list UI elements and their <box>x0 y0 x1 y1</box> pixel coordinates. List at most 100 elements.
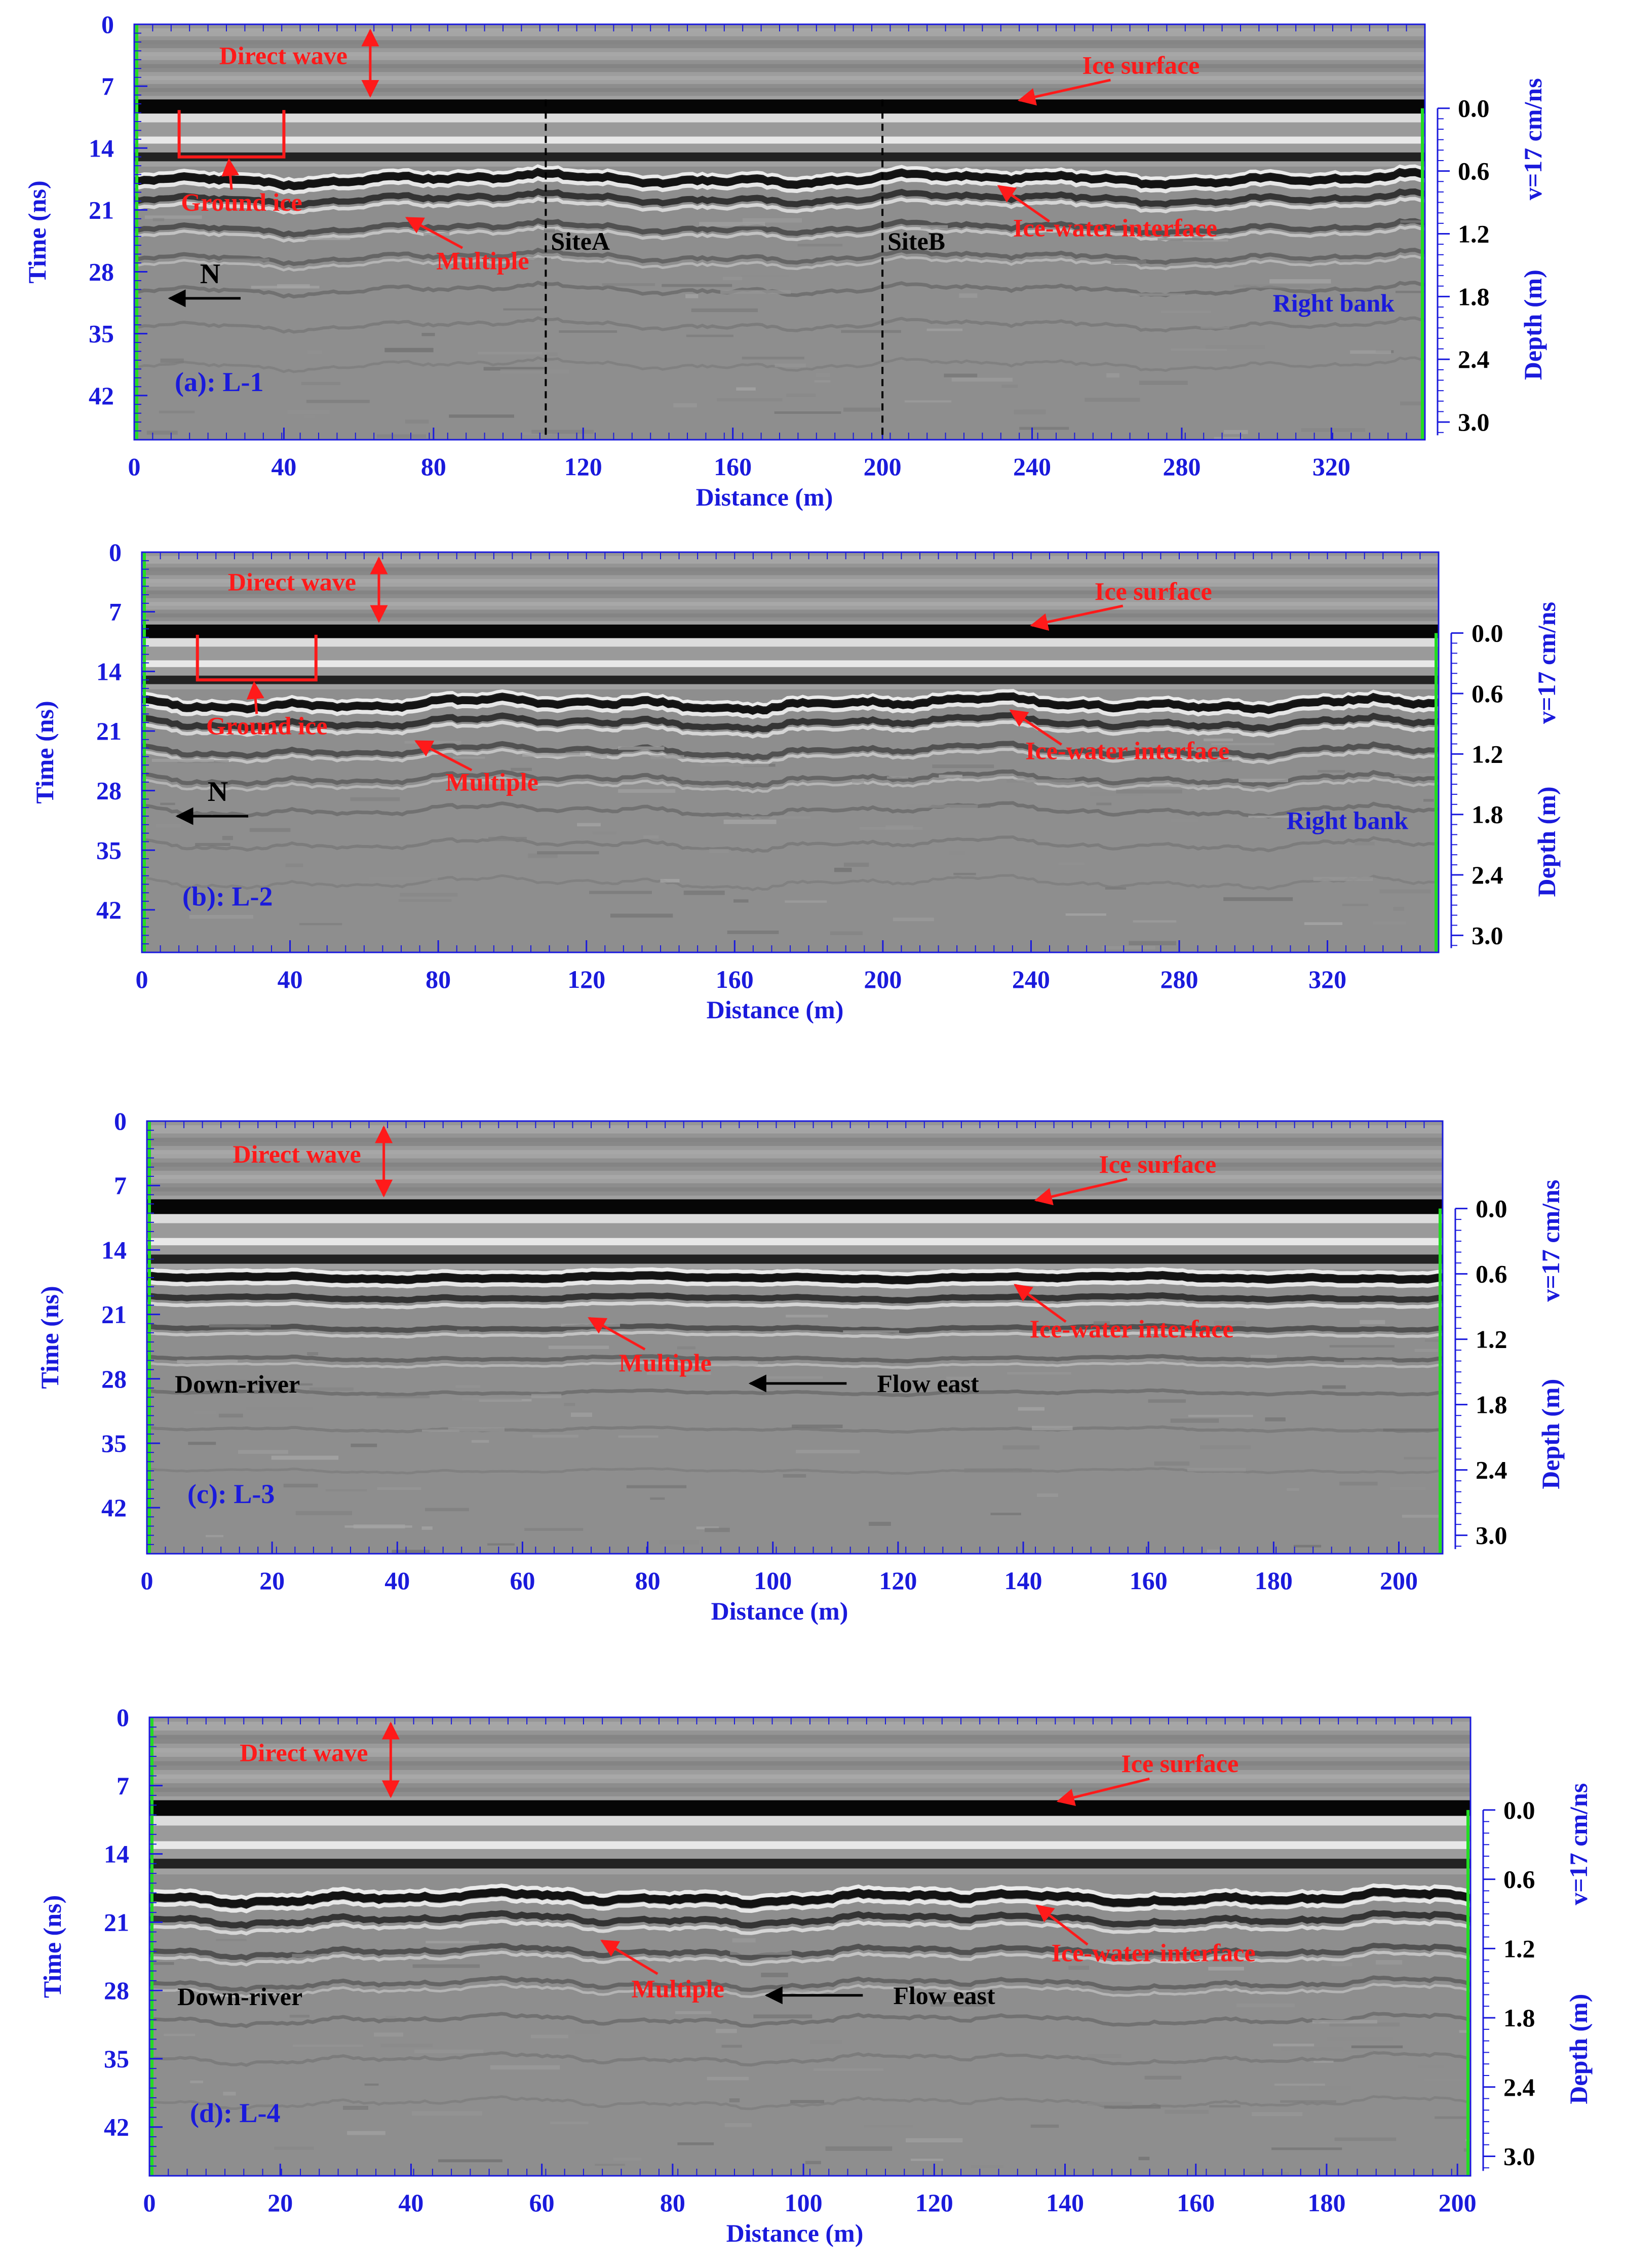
multiple-reflection <box>149 2012 1471 2028</box>
noise-texture <box>503 308 547 311</box>
noise-texture <box>1093 1321 1110 1325</box>
noise-texture <box>1211 743 1274 745</box>
noise-texture <box>1274 2083 1325 2086</box>
y-tick-label: 7 <box>117 1772 129 1800</box>
noise-texture <box>626 1485 687 1488</box>
direct-wave-band <box>142 560 1439 564</box>
noise-texture <box>1037 1493 1058 1497</box>
noise-texture <box>1313 877 1373 881</box>
x-tick-label: 180 <box>1307 2188 1345 2217</box>
direct-wave-band <box>147 1141 1443 1146</box>
depth-tick-label: 1.2 <box>1476 1325 1507 1354</box>
x-tick-label: 180 <box>1255 1566 1293 1595</box>
horizontal-band <box>142 667 1439 676</box>
noise-texture <box>700 763 769 767</box>
noise-texture <box>1252 2112 1303 2117</box>
noise-texture <box>650 1497 665 1500</box>
x-tick-label: 140 <box>1046 2188 1084 2217</box>
noise-texture <box>376 1396 430 1399</box>
noise-texture <box>575 2030 600 2034</box>
noise-texture <box>618 746 665 750</box>
noise-texture <box>729 2098 740 2102</box>
x-tick-label: 0 <box>141 1566 153 1595</box>
y-tick-label: 21 <box>96 717 122 745</box>
noise-texture <box>1250 1355 1277 1358</box>
horizontal-band <box>142 646 1439 661</box>
noise-texture <box>686 334 733 337</box>
multiple-reflection <box>149 1950 1471 1967</box>
depth-tick-label: 3.0 <box>1503 2142 1535 2170</box>
noise-texture <box>425 1508 469 1512</box>
direct-wave-band <box>142 613 1439 618</box>
noise-texture <box>740 275 789 277</box>
noise-texture <box>425 1941 479 1944</box>
noise-texture <box>1065 913 1106 916</box>
x-tick-label: 100 <box>785 2188 823 2217</box>
multiple-reflection <box>149 1919 1471 1936</box>
x-tick-label: 120 <box>879 1566 917 1595</box>
y-tick-label: 42 <box>101 1493 127 1522</box>
noise-texture <box>716 2028 737 2033</box>
noise-texture <box>816 373 831 377</box>
panel-2: 0 40 80 120 160 200 240 280 320 Distance (m) 0 7 14 2… <box>30 538 1561 1024</box>
ice-surface-label: Ice surface <box>1082 51 1200 80</box>
noise-texture <box>1301 428 1366 432</box>
direct-wave-band <box>149 1765 1471 1771</box>
ice-water-interface-reflection <box>147 1271 1443 1285</box>
noise-texture <box>869 1522 891 1526</box>
direct-wave-band <box>142 579 1439 584</box>
left-edge-marker <box>148 1121 151 1554</box>
noise-texture <box>1171 348 1227 351</box>
direct-wave-band <box>147 1154 1443 1159</box>
x-tick-label: 40 <box>271 452 296 481</box>
noise-texture <box>194 1410 216 1414</box>
multiple-reflection <box>149 1942 1471 1961</box>
multiple-reflection <box>149 1896 1471 1913</box>
x-tick-label: 60 <box>529 2188 555 2217</box>
flow-label: Flow east <box>877 1369 979 1398</box>
noise-texture <box>303 238 351 240</box>
noise-texture <box>1183 239 1228 242</box>
multiple-reflection <box>149 2095 1471 2111</box>
noise-texture <box>1331 1962 1352 1967</box>
noise-texture <box>707 2077 749 2081</box>
x-tick-label: 280 <box>1160 965 1198 993</box>
noise-texture <box>904 400 952 403</box>
noise-texture <box>591 754 607 758</box>
noise-texture <box>1223 430 1248 434</box>
noise-texture <box>1208 1967 1244 1971</box>
noise-texture <box>405 419 429 424</box>
multiple-reflection <box>134 197 1425 215</box>
direct-wave-band <box>149 1783 1471 1788</box>
noise-texture <box>687 1995 711 1998</box>
noise-texture <box>814 380 831 382</box>
noise-texture <box>971 2165 1004 2169</box>
noise-texture <box>864 2125 913 2128</box>
noise-texture <box>662 284 732 287</box>
noise-texture <box>531 2034 569 2039</box>
noise-texture <box>1379 889 1431 894</box>
ice-surface-reflection <box>142 638 1439 647</box>
multiple-reflection <box>149 1910 1471 1929</box>
horizontal-band <box>149 1868 1471 1875</box>
direct-wave-band <box>149 1756 1471 1762</box>
noise-texture <box>1032 1426 1073 1431</box>
noise-texture <box>531 430 594 434</box>
noise-texture <box>1395 291 1425 293</box>
noise-texture <box>550 2121 589 2125</box>
noise-texture <box>421 1526 433 1530</box>
noise-texture <box>736 387 756 391</box>
ice-surface-reflection <box>147 1199 1443 1214</box>
multiple-reflection <box>142 700 1439 719</box>
noise-texture <box>448 1427 505 1432</box>
ground-ice-label: Ground ice <box>181 188 302 216</box>
velocity-label: v=17 cm/ns <box>1519 78 1547 200</box>
y-tick-label: 14 <box>96 657 122 685</box>
noise-texture <box>843 862 869 867</box>
noise-texture <box>1133 920 1177 923</box>
noise-texture <box>1228 1951 1249 1955</box>
noise-texture <box>283 1483 318 1488</box>
y-tick-label: 42 <box>96 896 122 924</box>
noise-texture <box>1223 897 1293 901</box>
